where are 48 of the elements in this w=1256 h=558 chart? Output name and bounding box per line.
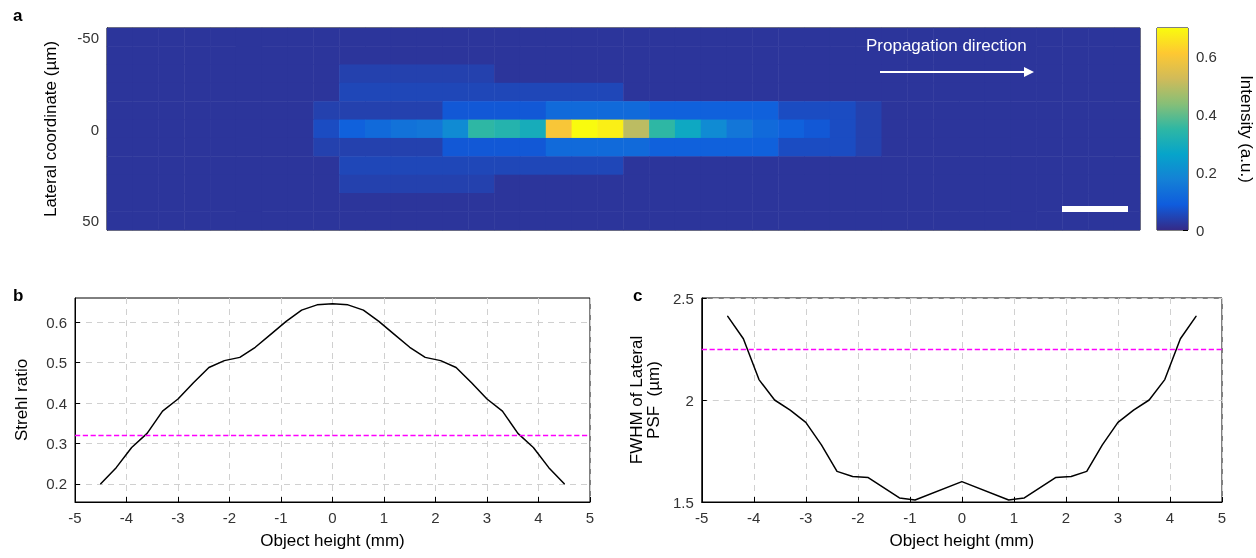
x-tick-label: 0 [328,509,337,526]
y-tick-label: 0.4 [46,394,67,412]
y-tick-label: -50 [77,28,99,46]
y-tick-label: 0 [90,120,99,138]
x-tick-label: 4 [534,509,543,526]
chart-title: c [633,286,643,305]
x-tick-label: -2 [222,509,237,526]
x-tick-label: -4 [119,509,134,526]
x-tick-label: -5 [695,509,709,526]
x-axis-title: Object height (mm) [260,531,405,550]
color-bar-label: 0 [1196,221,1205,239]
chart-title: a [13,6,23,25]
x-axis-title: Object height (mm) [889,531,1035,550]
color-bar-label: 0.4 [1196,106,1217,124]
x-tick-label: -1 [274,509,288,526]
x-tick-label: -1 [903,509,917,526]
chart-title: b [13,286,24,305]
annotation: Propagation direction [866,36,1027,55]
x-tick-label: 0 [957,509,967,526]
x-tick-label: -3 [171,509,185,526]
x-tick-label: 5 [585,509,595,526]
x-tick-label: 4 [1165,509,1175,526]
color-bar-label: 0.2 [1196,163,1217,181]
y-axis-title: Lateral coordinate (µm) [41,40,60,218]
y-axis-title: Strehl ratio [12,358,31,442]
y-tick-label: 1.5 [672,493,694,511]
x-tick-label: 5 [1217,509,1227,526]
y-tick-label: 2.5 [672,289,694,307]
x-tick-label: 3 [1113,509,1123,526]
y-tick-label: 0.5 [46,354,67,372]
x-tick-label: -2 [851,509,865,526]
x-tick-label: 1 [379,509,389,526]
x-tick-label: -5 [68,509,82,526]
x-tick-label: -3 [799,509,813,526]
y-tick-label: 50 [82,212,99,230]
y-axis-title: FWHM of Lateral PSF (µm) [627,335,663,465]
y-tick-label: 0.2 [46,475,67,493]
color-bar-title: Intensity (a.u.) [1237,75,1256,183]
x-tick-label: 2 [1061,509,1071,526]
color-bar-label: 0.6 [1196,48,1217,66]
y-tick-label: 0.3 [46,434,67,452]
x-tick-label: -4 [747,509,761,526]
y-tick-label: 0.6 [46,313,67,331]
y-tick-label: 2 [685,391,694,409]
x-tick-label: 1 [1009,509,1019,526]
x-tick-label: 2 [431,509,440,526]
x-tick-label: 3 [482,509,492,526]
line-series [100,302,565,485]
